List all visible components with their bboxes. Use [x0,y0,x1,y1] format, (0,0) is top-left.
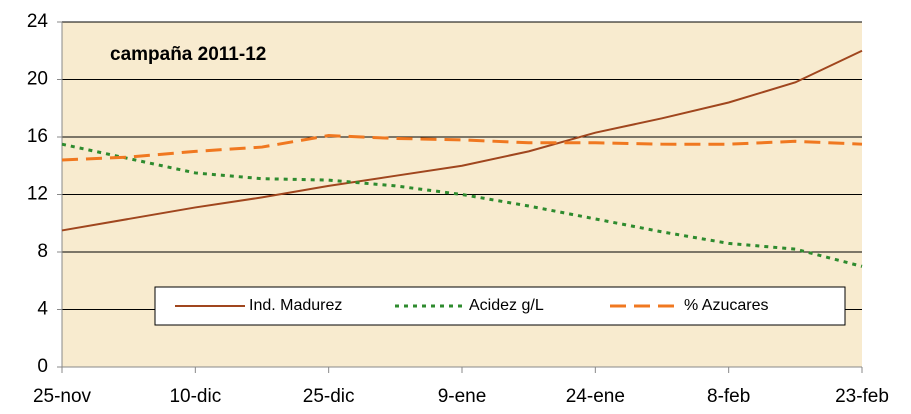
y-tick-label: 0 [37,356,48,377]
x-tick-label: 24-ene [566,386,625,407]
legend-label: Ind. Madurez [249,297,342,314]
legend-label: Acidez g/L [469,297,544,314]
x-tick-label: 8-feb [707,386,750,407]
x-tick-label: 10-dic [169,386,221,407]
x-tick-label: 23-feb [835,386,889,407]
y-tick-label: 8 [37,241,48,262]
y-tick-label: 16 [27,126,48,147]
y-tick-label: 12 [27,184,48,205]
series-line [61,49,863,232]
y-tick-label: 20 [27,69,48,90]
legend-label: % Azucares [684,297,768,314]
series-line [61,142,863,268]
y-tick-label: 24 [27,11,49,32]
x-tick-label: 25-nov [33,386,92,407]
series-line [61,134,863,162]
y-tick-label: 4 [37,299,48,320]
legend-box [154,286,846,326]
annotation: campaña 2011-12 [110,44,266,65]
x-tick-label: 9-ene [438,386,487,407]
x-tick-label: 25-dic [303,386,355,407]
